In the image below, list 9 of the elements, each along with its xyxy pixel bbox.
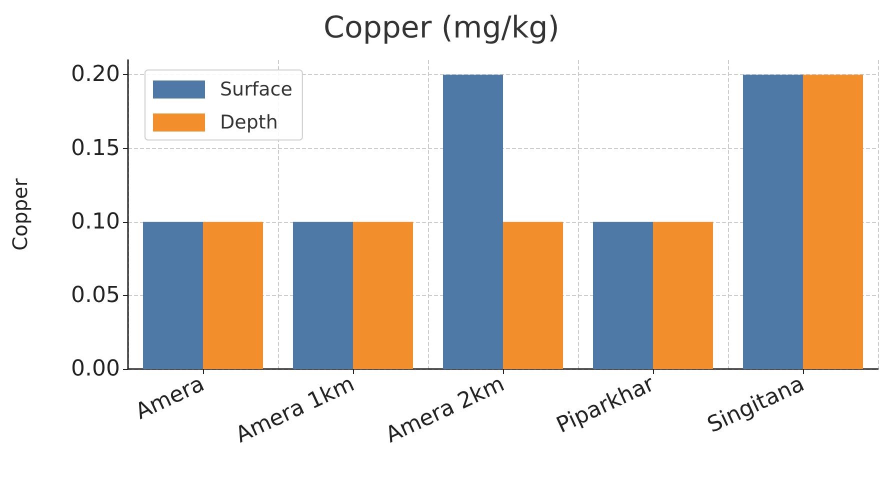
y-tick-label: 0.00 (71, 356, 120, 382)
y-tick-label: 0.15 (71, 136, 120, 161)
legend-label: Surface (220, 78, 292, 100)
y-tick-label: 0.05 (71, 282, 120, 308)
y-tick-label: 0.20 (71, 62, 120, 88)
chart-title: Copper (mg/kg) (324, 10, 560, 46)
y-axis-title: Copper (8, 178, 32, 251)
y-tick-label: 0.10 (71, 209, 120, 234)
legend-label: Depth (220, 112, 278, 134)
